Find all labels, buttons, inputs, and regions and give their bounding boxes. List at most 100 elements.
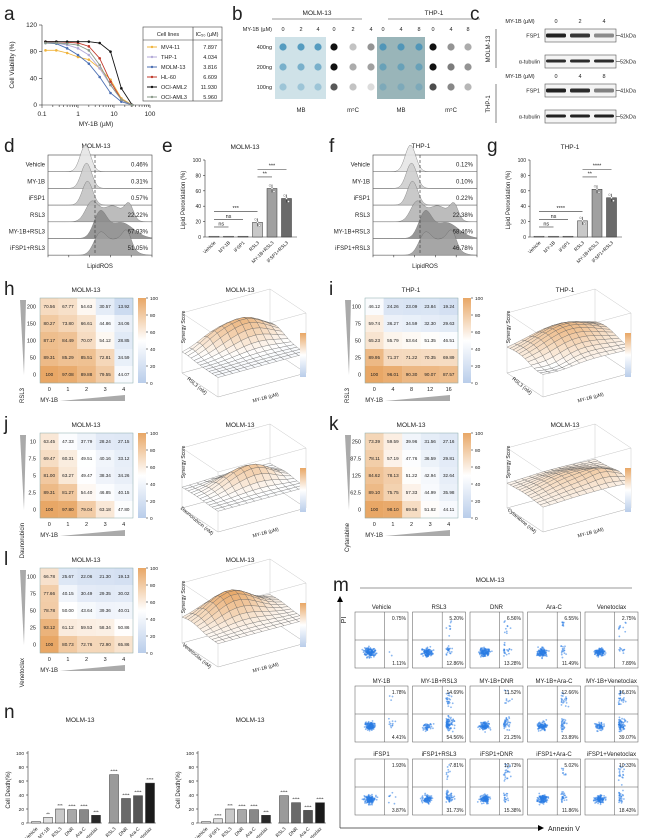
event-dot — [368, 800, 371, 803]
percent-label: 68.46% — [453, 230, 474, 236]
bar-MY-1B — [223, 235, 234, 238]
surface-mesh-cell — [539, 371, 551, 375]
event-dot — [602, 652, 604, 655]
event-dot — [563, 799, 566, 802]
heatmap-cell — [77, 349, 96, 367]
surface-x-axis-label: MY-1B (µM) — [252, 392, 280, 405]
protein-band — [594, 88, 614, 93]
event-dot — [567, 705, 570, 708]
cell-value: 72.76 — [81, 642, 93, 647]
event-dot — [562, 772, 565, 774]
event-dot — [598, 799, 601, 802]
event-dot — [544, 654, 547, 656]
x-tick-label: RSL3 — [105, 826, 118, 838]
event-dot — [430, 799, 433, 802]
event-dot — [487, 798, 490, 801]
cell-value: 23.09 — [406, 304, 418, 309]
event-dot — [476, 801, 479, 803]
x-tick-label: MY-1B — [543, 240, 557, 254]
molecular-weight: 41kDa — [620, 89, 637, 95]
heatmap-cell — [40, 484, 59, 502]
x-tick-label: 4 — [447, 522, 450, 528]
event-dot — [504, 793, 507, 796]
x-tick-label: 3 — [429, 522, 432, 528]
x-tick-label: 1 — [391, 522, 394, 528]
event-dot — [562, 718, 565, 721]
replicate-point — [272, 190, 276, 193]
significance-stars: **** — [280, 790, 287, 795]
dose-wedge-horizontal — [385, 395, 450, 401]
x-tick-label: RSL3 — [573, 240, 586, 253]
heatmap-cell — [95, 619, 115, 637]
significance-stars: **** — [146, 777, 153, 782]
event-dot — [426, 650, 429, 653]
event-dot — [374, 649, 377, 652]
y-tick-label: 5 — [33, 474, 36, 480]
sample-label: iFSP1+Ara-C — [536, 752, 572, 758]
cell-value: 58.34 — [99, 625, 111, 630]
event-dot — [622, 728, 625, 731]
heatmap-cell — [95, 568, 115, 586]
z-axis-label: Synergy Score — [181, 580, 187, 613]
cell-value: 89.88 — [81, 372, 93, 377]
colorbar-label: 100 — [150, 566, 158, 572]
y-tick-label: 80 — [30, 49, 38, 56]
event-dot — [451, 702, 454, 705]
heatmap-cell — [58, 636, 78, 654]
event-dot — [561, 656, 564, 659]
event-dot — [426, 800, 428, 802]
event-dot — [540, 647, 542, 650]
x-tick-label: 0 — [48, 657, 51, 663]
event-dot — [422, 796, 424, 799]
event-dot — [508, 729, 511, 731]
y-tick-label: 50 — [30, 609, 36, 615]
x-axis-label: Annexin V — [548, 826, 580, 833]
amount-label: 100ng — [257, 85, 272, 91]
mb-dot — [314, 83, 322, 91]
event-dot — [622, 626, 625, 629]
event-dot — [367, 723, 369, 726]
heatmap-cell — [402, 433, 421, 451]
event-dot — [365, 650, 368, 653]
cell-value: 47.76 — [406, 456, 418, 461]
heatmap-cell — [95, 467, 115, 485]
significance-stars: **** — [80, 804, 87, 809]
cell-value: 40.01 — [118, 608, 130, 613]
percent-label: 0.10% — [456, 179, 474, 185]
y-tick-label: 25 — [355, 356, 361, 362]
bar-Vehicle — [533, 235, 545, 238]
lower-right-percent: 54.56% — [447, 735, 465, 741]
histogram-curve — [373, 180, 477, 206]
data-point — [98, 67, 101, 70]
event-dot — [430, 723, 432, 726]
event-dot — [393, 802, 396, 805]
event-dot — [542, 795, 544, 798]
event-dot — [538, 653, 541, 656]
event-dot — [619, 774, 622, 777]
event-dot — [565, 696, 567, 698]
synergy-panel-i: THP-1 46.12 24.26 23.09 23.84 19.24 59.74 36.27… — [345, 287, 632, 404]
bar-Ara-C — [303, 810, 313, 824]
event-dot — [368, 657, 371, 659]
event-dot — [563, 700, 565, 703]
dose-tick: 4 — [602, 19, 605, 25]
cell-value: 57.33 — [406, 490, 418, 495]
colorbar-label: 60 — [475, 465, 481, 471]
heatmap-cell — [58, 568, 78, 586]
surface-mesh-cell — [214, 507, 226, 512]
heatmap-cell — [77, 585, 96, 603]
percent-label: 51.05% — [128, 246, 149, 252]
event-dot — [484, 731, 487, 733]
heatmap-cell — [365, 501, 384, 519]
event-dot — [602, 799, 604, 802]
lipidros-histograms-d: MOLM-13 Vehicle 0.46% MY-1B 0.31% iFSP1 0.57% R… — [9, 143, 153, 270]
event-dot — [541, 646, 544, 649]
heatmap-cell — [114, 602, 134, 620]
x-axis-label: MY-1B — [40, 668, 58, 674]
lower-right-percent: 15.38% — [504, 808, 522, 814]
cell-value: 93.12 — [44, 625, 56, 630]
heatmap-cell — [95, 433, 115, 451]
significance-stars: **** — [292, 797, 299, 802]
cell-value: 100 — [45, 507, 53, 512]
